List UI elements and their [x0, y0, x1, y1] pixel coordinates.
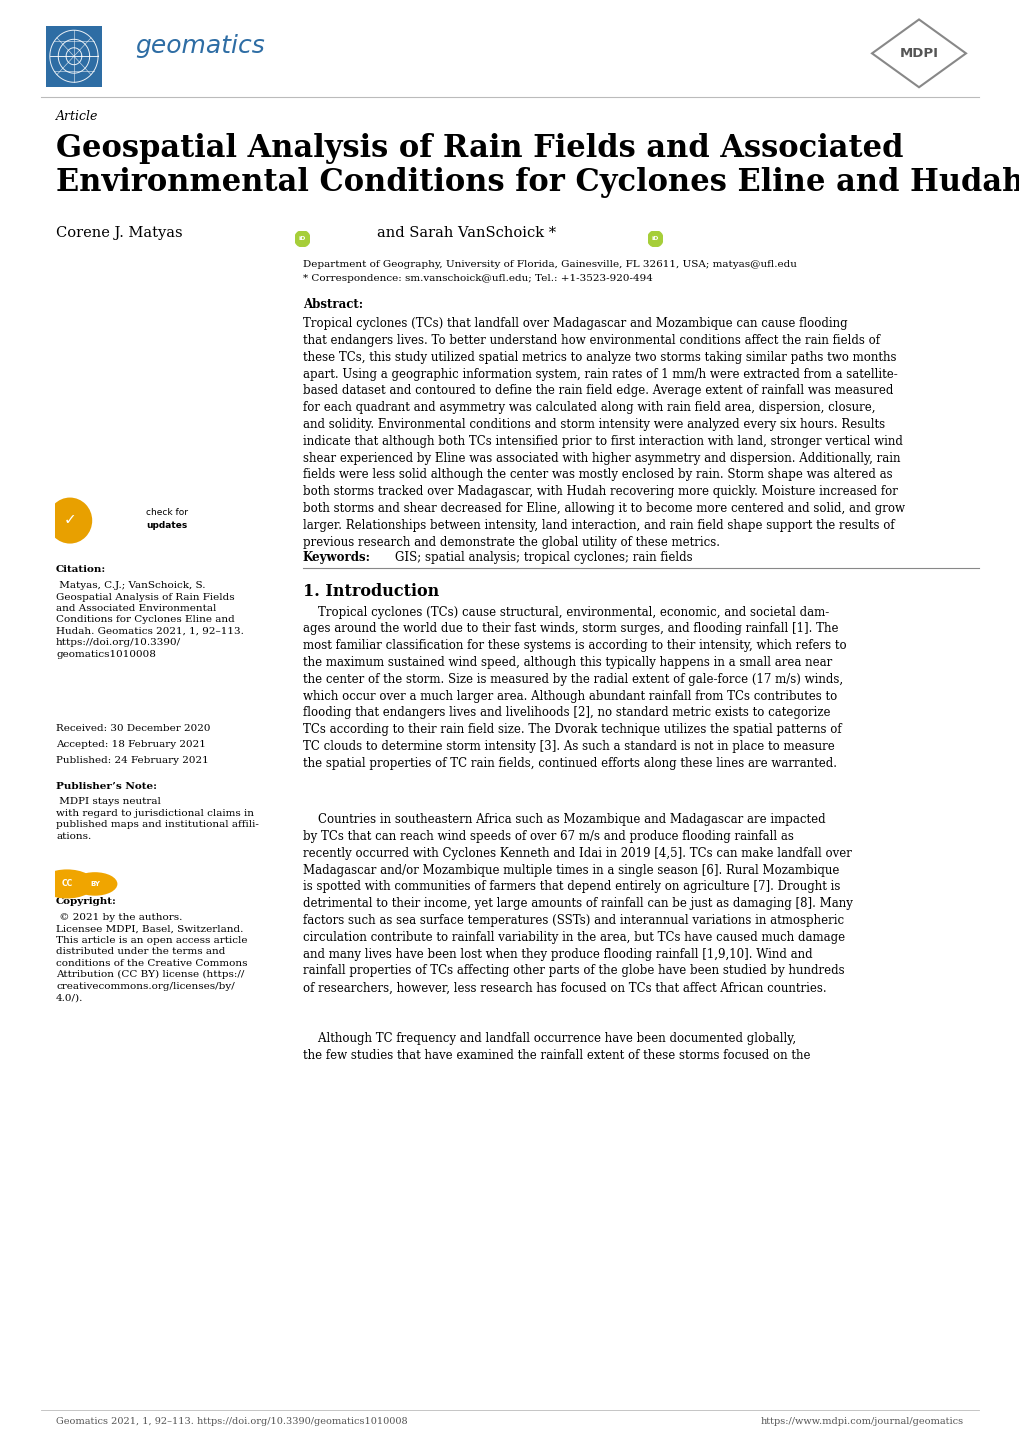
- Text: Corene J. Matyas: Corene J. Matyas: [56, 226, 182, 241]
- Text: Countries in southeastern Africa such as Mozambique and Madagascar are impacted
: Countries in southeastern Africa such as…: [303, 813, 852, 995]
- Circle shape: [39, 870, 95, 898]
- Text: Geomatics 2021, 1, 92–113. https://doi.org/10.3390/geomatics1010008: Geomatics 2021, 1, 92–113. https://doi.o…: [56, 1417, 408, 1426]
- Text: Tropical cyclones (TCs) cause structural, environmental, economic, and societal : Tropical cyclones (TCs) cause structural…: [303, 606, 846, 770]
- Circle shape: [294, 231, 310, 247]
- Text: * Correspondence: sm.vanschoick@ufl.edu; Tel.: +1-3523-920-494: * Correspondence: sm.vanschoick@ufl.edu;…: [303, 274, 652, 283]
- Text: Matyas, C.J.; VanSchoick, S.
Geospatial Analysis of Rain Fields
and Associated E: Matyas, C.J.; VanSchoick, S. Geospatial …: [56, 581, 244, 659]
- Text: © 2021 by the authors.
Licensee MDPI, Basel, Switzerland.
This article is an ope: © 2021 by the authors. Licensee MDPI, Ba…: [56, 913, 248, 1002]
- Text: geomatics: geomatics: [136, 35, 265, 58]
- Text: Tropical cyclones (TCs) that landfall over Madagascar and Mozambique can cause f: Tropical cyclones (TCs) that landfall ov…: [303, 317, 904, 548]
- Text: MDPI stays neutral
with regard to jurisdictional claims in
published maps and in: MDPI stays neutral with regard to jurisd…: [56, 797, 259, 841]
- Text: Geospatial Analysis of Rain Fields and Associated
Environmental Conditions for C: Geospatial Analysis of Rain Fields and A…: [56, 133, 1019, 198]
- Text: Article: Article: [56, 110, 99, 123]
- Text: Citation:: Citation:: [56, 565, 106, 574]
- Text: ✓: ✓: [63, 512, 76, 526]
- Text: GIS; spatial analysis; tropical cyclones; rain fields: GIS; spatial analysis; tropical cyclones…: [394, 551, 692, 564]
- Text: https://www.mdpi.com/journal/geomatics: https://www.mdpi.com/journal/geomatics: [760, 1417, 963, 1426]
- Text: BY: BY: [90, 881, 100, 887]
- Text: CC: CC: [61, 880, 72, 888]
- Text: Abstract:: Abstract:: [303, 298, 363, 311]
- Text: MDPI: MDPI: [899, 46, 937, 61]
- Circle shape: [647, 231, 662, 247]
- Circle shape: [48, 497, 92, 544]
- Text: check for: check for: [146, 508, 187, 516]
- Text: and Sarah VanSchoick *: and Sarah VanSchoick *: [377, 226, 556, 241]
- FancyBboxPatch shape: [46, 26, 102, 87]
- Text: Copyright:: Copyright:: [56, 897, 117, 906]
- Text: Keywords:: Keywords:: [303, 551, 371, 564]
- Text: Received: 30 December 2020: Received: 30 December 2020: [56, 724, 210, 733]
- Text: Publisher’s Note:: Publisher’s Note:: [56, 782, 157, 790]
- Text: 1. Introduction: 1. Introduction: [303, 583, 439, 600]
- Text: updates: updates: [146, 521, 186, 529]
- Text: Accepted: 18 February 2021: Accepted: 18 February 2021: [56, 740, 206, 748]
- Text: Although TC frequency and landfall occurrence have been documented globally,
the: Although TC frequency and landfall occur…: [303, 1032, 810, 1063]
- Circle shape: [72, 872, 117, 895]
- Text: Published: 24 February 2021: Published: 24 February 2021: [56, 756, 209, 764]
- Text: iD: iD: [299, 236, 306, 241]
- Text: Department of Geography, University of Florida, Gainesville, FL 32611, USA; maty: Department of Geography, University of F…: [303, 260, 796, 268]
- Text: iD: iD: [651, 236, 658, 241]
